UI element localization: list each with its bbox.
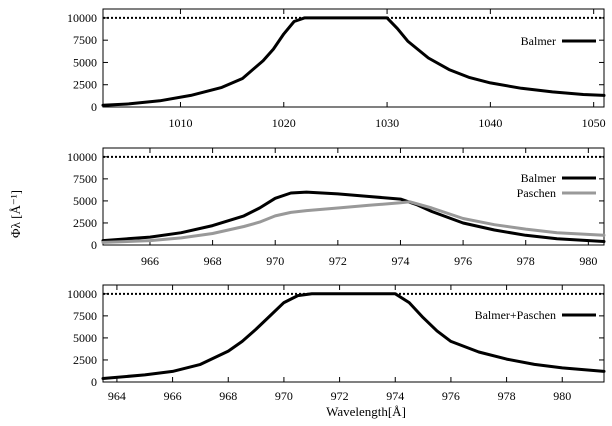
series-line-balmer-paschen <box>101 292 606 380</box>
x-axis-label: Wavelength[Å] <box>326 404 406 419</box>
y-tick-label: 0 <box>91 375 97 389</box>
x-tick-label: 1030 <box>375 116 399 130</box>
x-tick-label: 972 <box>331 389 349 403</box>
y-tick-label: 10000 <box>67 150 97 164</box>
legend-label: Balmer <box>521 34 556 48</box>
x-tick-label: 970 <box>275 389 293 403</box>
series-line-paschen <box>101 200 606 244</box>
legend-label: Paschen <box>517 186 556 200</box>
plot-frame <box>102 147 605 246</box>
x-tick-label: 978 <box>517 254 535 268</box>
y-tick-label: 5000 <box>73 331 97 345</box>
x-tick-label: 980 <box>579 254 597 268</box>
x-tick-label: 964 <box>108 389 126 403</box>
x-tick-label: 1010 <box>168 116 192 130</box>
plot-frame <box>102 8 605 108</box>
x-tick-label: 976 <box>454 254 472 268</box>
y-axis-label: Φλ [Å⁻¹] <box>8 190 23 238</box>
x-tick-label: 968 <box>219 389 237 403</box>
y-tick-label: 5000 <box>73 194 97 208</box>
x-tick-label: 966 <box>141 254 159 268</box>
y-tick-label: 7500 <box>73 33 97 47</box>
x-tick-label: 974 <box>391 254 409 268</box>
panel-middle: 0 2500 5000 7500 10000 966 968 970 972 974 976 978 9… <box>67 147 606 268</box>
x-tick-label: 966 <box>164 389 182 403</box>
y-tick-label: 2500 <box>73 353 97 367</box>
legend-label: Balmer+Paschen <box>475 308 556 322</box>
x-tick-label: 968 <box>204 254 222 268</box>
x-tick-label: 1040 <box>478 116 502 130</box>
y-tick-label: 10000 <box>67 11 97 25</box>
x-tick-label: 1050 <box>582 116 606 130</box>
series-line-balmer <box>101 16 606 107</box>
y-tick-label: 10000 <box>67 287 97 301</box>
x-tick-label: 978 <box>498 389 516 403</box>
x-tick-label: 980 <box>553 389 571 403</box>
x-tick-label: 974 <box>386 389 404 403</box>
y-tick-label: 2500 <box>73 216 97 230</box>
x-tick-label: 1020 <box>272 116 296 130</box>
y-tick-label: 7500 <box>73 172 97 186</box>
series-line-balmer <box>101 190 606 243</box>
panel-bottom: 0 2500 5000 7500 10000 964 966 968 970 972 974 976 9… <box>67 284 606 403</box>
panel-top: 0 2500 5000 7500 10000 1010 1020 1030 1040 1050 Ba… <box>67 8 606 130</box>
y-tick-label: 0 <box>91 238 97 252</box>
y-tick-label: 2500 <box>73 78 97 92</box>
y-tick-label: 0 <box>91 100 97 114</box>
y-tick-label: 7500 <box>73 309 97 323</box>
panels: 0 2500 5000 7500 10000 1010 1020 1030 1040 1050 Ba… <box>67 8 606 403</box>
plot-frame <box>102 284 605 383</box>
y-tick-label: 5000 <box>73 55 97 69</box>
x-tick-label: 976 <box>442 389 460 403</box>
x-tick-label: 970 <box>266 254 284 268</box>
legend-label: Balmer <box>521 171 556 185</box>
x-tick-label: 972 <box>329 254 347 268</box>
